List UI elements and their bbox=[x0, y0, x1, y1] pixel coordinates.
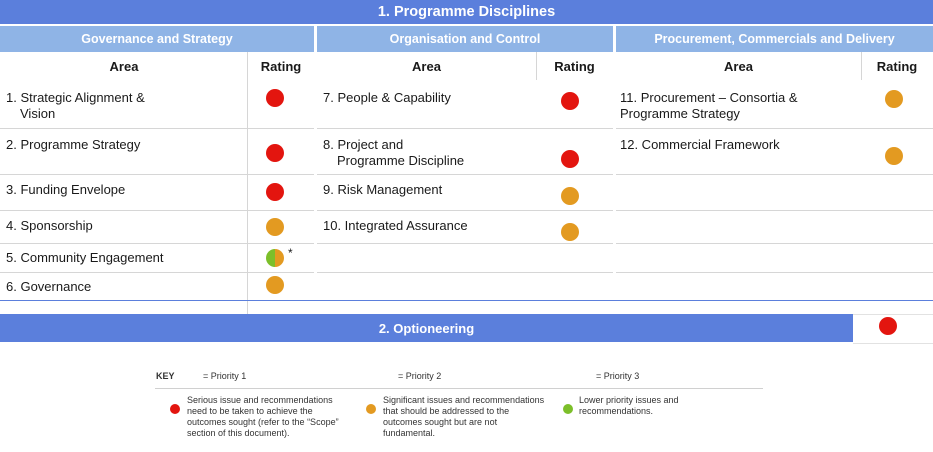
governance-strategy-column: Governance and Strategy Area Rating 1. S… bbox=[0, 26, 314, 326]
amber-rating-dot bbox=[561, 187, 579, 205]
red-rating-dot bbox=[561, 92, 579, 110]
table-row: 12. Commercial Framework bbox=[616, 129, 933, 175]
table-row: 8. Project and Programme Discipline bbox=[317, 129, 613, 175]
area-header: Area bbox=[109, 59, 139, 74]
optioneering-rating-cell bbox=[853, 314, 933, 344]
table-row bbox=[616, 244, 933, 273]
area-label: 9. Risk Management bbox=[323, 182, 443, 197]
rating-header: Rating bbox=[554, 59, 595, 74]
amber-rating-dot bbox=[266, 276, 284, 294]
area-label: 2. Programme Strategy bbox=[6, 137, 141, 152]
priority-1-label: = Priority 1 bbox=[203, 371, 247, 381]
section-heading: Procurement, Commercials and Delivery bbox=[616, 26, 933, 52]
red-rating-dot bbox=[879, 317, 897, 335]
table-row: 11. Procurement – Consortia & Programme S… bbox=[616, 80, 933, 129]
table-row: 7. People & Capability bbox=[317, 80, 613, 129]
area-label: 12. Commercial Framework bbox=[620, 137, 780, 152]
key-divider bbox=[155, 388, 763, 389]
area-label: 1. Strategic Alignment & Vision bbox=[6, 90, 145, 121]
priority-3-label: = Priority 3 bbox=[596, 371, 640, 381]
priority-2-label: = Priority 2 bbox=[398, 371, 442, 381]
table-row bbox=[317, 244, 613, 273]
table-row: 9. Risk Management bbox=[317, 175, 613, 211]
amber-rating-dot bbox=[885, 147, 903, 165]
table-row bbox=[616, 211, 933, 244]
table-row: 1. Strategic Alignment & Vision bbox=[0, 80, 314, 129]
organisation-control-column: Organisation and Control Area Rating 7. … bbox=[317, 26, 613, 273]
amber-rating-dot bbox=[266, 218, 284, 236]
area-label: 11. Procurement – Consortia & Programme S… bbox=[620, 90, 798, 121]
asterisk-note: * bbox=[288, 246, 293, 260]
area-label: 5. Community Engagement bbox=[6, 250, 164, 265]
table-bottom-rule bbox=[0, 300, 933, 301]
area-label: 3. Funding Envelope bbox=[6, 182, 126, 197]
procurement-commercials-column: Procurement, Commercials and Delivery Ar… bbox=[616, 26, 933, 273]
red-rating-dot bbox=[561, 150, 579, 168]
rating-header: Rating bbox=[876, 59, 918, 74]
optioneering-banner: 2. Optioneering bbox=[0, 314, 853, 342]
area-label: 10. Integrated Assurance bbox=[323, 218, 468, 233]
amber-rating-dot bbox=[885, 90, 903, 108]
area-label: 6. Governance bbox=[6, 279, 92, 294]
table-row: 6. Governance bbox=[0, 273, 314, 300]
red-rating-dot bbox=[266, 144, 284, 162]
priority-2-description: Significant issues and recommendations th… bbox=[383, 395, 545, 438]
divider bbox=[247, 52, 248, 326]
table-row: 3. Funding Envelope bbox=[0, 175, 314, 211]
area-label: 8. Project and Programme Discipline bbox=[323, 137, 465, 168]
key-title: KEY bbox=[156, 371, 175, 381]
table-row: 10. Integrated Assurance bbox=[317, 211, 613, 244]
area-label: 4. Sponsorship bbox=[6, 218, 93, 233]
priority-1-description: Serious issue and recommendations need to… bbox=[187, 395, 339, 438]
priority-2-dot bbox=[366, 404, 376, 414]
table-row: 5. Community Engagement * bbox=[0, 244, 314, 273]
red-rating-dot bbox=[266, 183, 284, 201]
area-label: 7. People & Capability bbox=[323, 90, 451, 105]
table-row: 2. Programme Strategy bbox=[0, 129, 314, 175]
area-header: Area bbox=[412, 59, 441, 74]
rating-header: Rating bbox=[260, 59, 302, 74]
amber-rating-dot bbox=[561, 223, 579, 241]
priority-1-dot bbox=[170, 404, 180, 414]
red-rating-dot bbox=[266, 89, 284, 107]
divider bbox=[536, 52, 537, 80]
table-row bbox=[616, 175, 933, 211]
section-heading: Governance and Strategy bbox=[0, 26, 314, 52]
priority-3-description: Lower priority issues and recommendations… bbox=[579, 395, 679, 416]
priority-3-dot bbox=[563, 404, 573, 414]
green-amber-rating-dot bbox=[266, 249, 284, 267]
section-heading: Organisation and Control bbox=[317, 26, 613, 52]
area-header: Area bbox=[724, 59, 753, 74]
table-row: 4. Sponsorship bbox=[0, 211, 314, 244]
divider bbox=[861, 52, 862, 80]
programme-disciplines-banner: 1. Programme Disciplines bbox=[0, 0, 933, 24]
